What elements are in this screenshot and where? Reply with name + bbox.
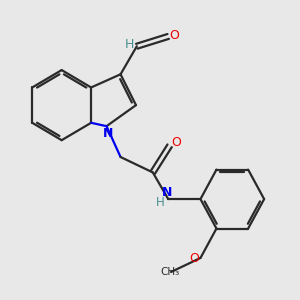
- Text: N: N: [103, 127, 113, 140]
- Text: N: N: [162, 186, 172, 200]
- Text: O: O: [189, 252, 199, 265]
- Text: O: O: [169, 28, 179, 41]
- Text: H: H: [124, 38, 134, 51]
- Text: O: O: [171, 136, 181, 149]
- Text: H: H: [155, 196, 164, 209]
- Text: CH₃: CH₃: [160, 267, 179, 277]
